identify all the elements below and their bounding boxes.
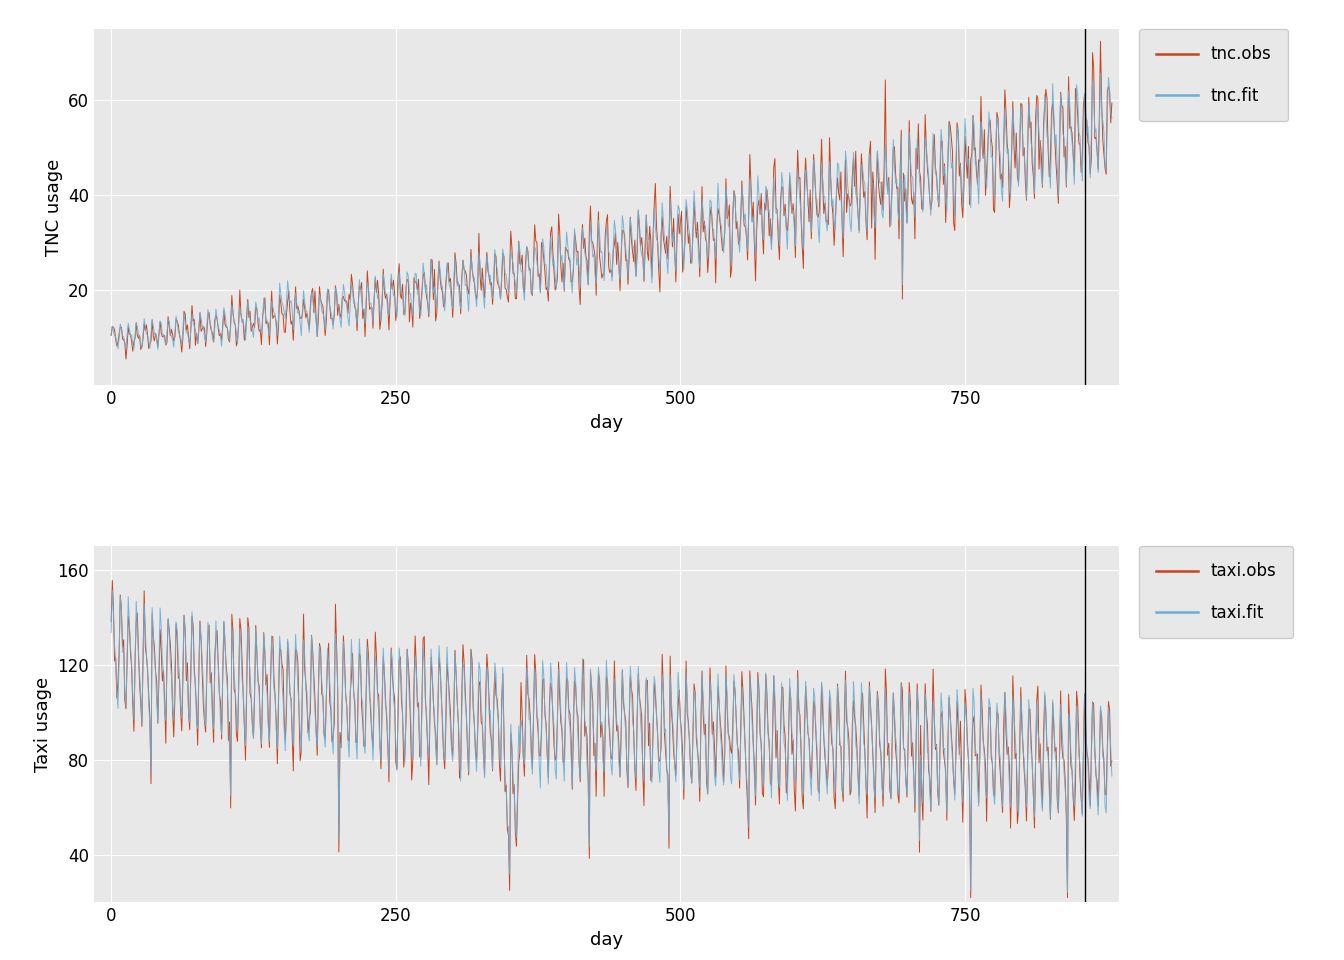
Y-axis label: TNC usage: TNC usage bbox=[44, 158, 63, 255]
Y-axis label: Taxi usage: Taxi usage bbox=[34, 677, 52, 772]
X-axis label: day: day bbox=[590, 931, 624, 948]
Legend: taxi.obs, taxi.fit: taxi.obs, taxi.fit bbox=[1140, 546, 1293, 638]
Legend: tnc.obs, tnc.fit: tnc.obs, tnc.fit bbox=[1140, 29, 1289, 122]
X-axis label: day: day bbox=[590, 414, 624, 432]
